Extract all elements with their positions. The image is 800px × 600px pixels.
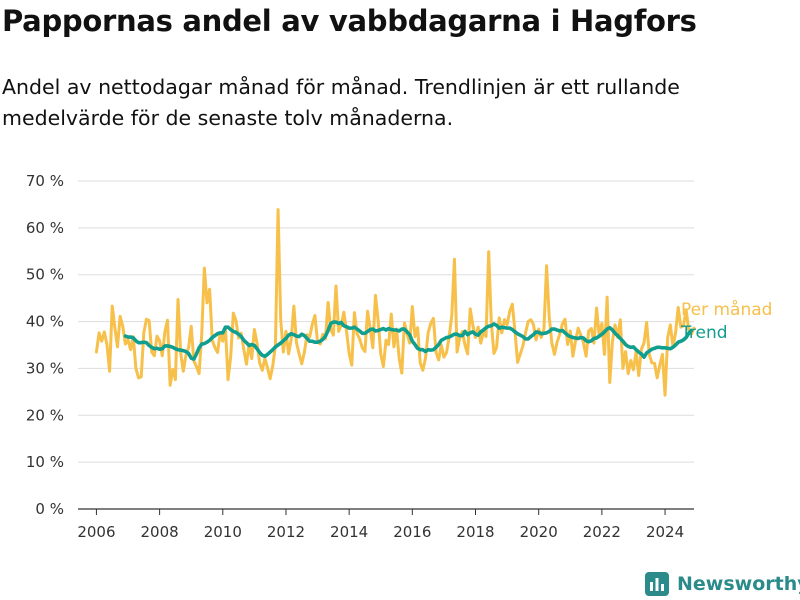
newsworthy-logo[interactable]: Newsworthy	[645, 570, 800, 598]
y-tick-label: 60 %	[26, 219, 64, 237]
y-tick-label: 30 %	[26, 359, 64, 377]
legend-label-trend: Trend	[680, 323, 728, 343]
y-tick-label: 10 %	[26, 453, 64, 471]
x-tick-label: 2014	[330, 523, 368, 541]
y-axis-ticks: 0 % 10 % 20 % 30 % 40 % 50 % 60 % 70 %	[26, 172, 64, 518]
x-tick-label: 2006	[77, 523, 115, 541]
chart-series	[94, 208, 696, 397]
page-title: Pappornas andel av vabbdagarna i Hagfors	[2, 4, 697, 38]
grid-lines	[78, 180, 694, 463]
y-tick-label: 40 %	[26, 313, 64, 331]
series-line-per-manad	[94, 208, 696, 397]
x-axis: 2006 2008 2010 2012 2014 2016 2018 2020 2022 2024	[77, 508, 694, 541]
x-tick-label: 2016	[393, 523, 431, 541]
x-tick-label: 2022	[583, 523, 621, 541]
chart-subtitle: Andel av nettodagar månad för månad. Tre…	[2, 75, 680, 130]
x-tick-label: 2024	[646, 523, 684, 541]
y-tick-label: 0 %	[35, 500, 64, 518]
x-tick-label: 2012	[267, 523, 305, 541]
x-tick-label: 2018	[456, 523, 494, 541]
x-tick-label: 2010	[204, 523, 242, 541]
x-tick-label: 2008	[141, 523, 179, 541]
y-tick-label: 70 %	[26, 172, 64, 190]
newsworthy-icon	[645, 572, 669, 596]
brand-name: Newsworthy	[677, 573, 800, 595]
y-tick-label: 20 %	[26, 406, 64, 424]
legend: Per månad Trend	[680, 299, 772, 343]
series-line-trend	[123, 320, 694, 361]
y-tick-label: 50 %	[26, 266, 64, 284]
x-tick-label: 2020	[520, 523, 558, 541]
legend-label-per-manad: Per månad	[681, 299, 772, 320]
